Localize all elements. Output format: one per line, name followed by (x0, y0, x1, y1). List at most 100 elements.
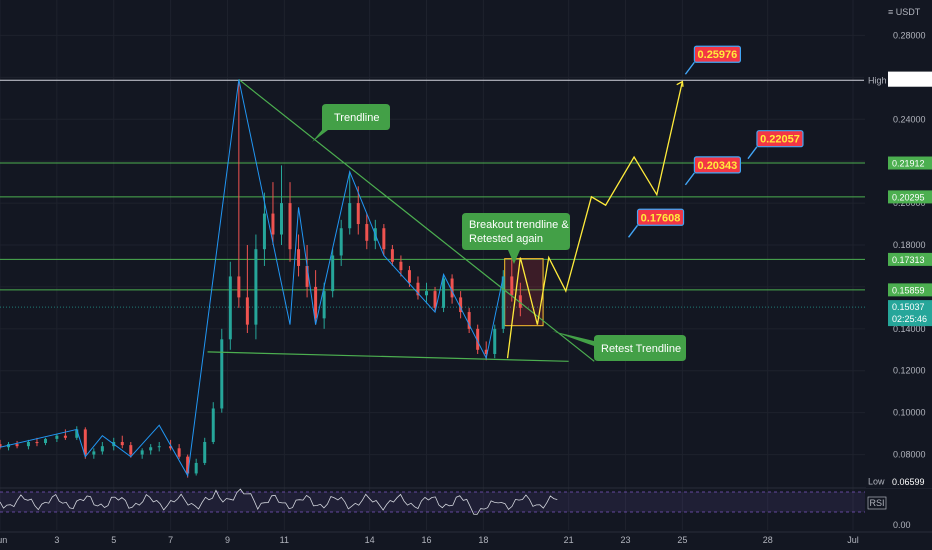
target-label: 0.17608 (641, 212, 681, 224)
candle-body (382, 228, 386, 250)
candle-body (518, 295, 522, 308)
candle-body (100, 446, 104, 452)
date-tick-label: 3 (54, 535, 59, 545)
target-pointer (627, 224, 639, 238)
candle-body (348, 203, 352, 229)
candle-body (120, 441, 124, 446)
candle-body (75, 429, 79, 438)
candle-body (476, 328, 480, 350)
candle-body (314, 286, 318, 319)
horizontal-levels (0, 79, 865, 308)
high-price-tag: 0.25863 (892, 76, 925, 86)
high-label: High (868, 76, 887, 86)
low-label-bg (866, 475, 888, 488)
price-tick-label: 0.28000 (893, 30, 926, 40)
date-tick-label: 25 (677, 535, 687, 545)
date-tick-label: Jun (0, 535, 7, 545)
candle-body (501, 276, 505, 329)
level-price-tag: 0.17313 (892, 255, 925, 265)
candle-body (416, 282, 420, 296)
candle-body (484, 349, 488, 354)
candle-body (35, 441, 39, 444)
candle-body (220, 339, 224, 409)
date-tick-label: 21 (564, 535, 574, 545)
candle-body (15, 444, 19, 447)
candle-body (433, 291, 437, 308)
date-tick-label: 11 (280, 535, 289, 545)
date-axis[interactable]: Jun 3 5 7 9 11 14 16 18 21 23 25 28 Jul (0, 531, 932, 545)
candle-body (305, 265, 309, 287)
level-price-tag-bg (888, 190, 932, 204)
candle-body (149, 447, 153, 451)
low-price-tag-bg (888, 475, 932, 488)
price-tick-label: 0.10000 (893, 408, 926, 418)
projection-arrowhead (676, 80, 684, 87)
retest-bubble (552, 331, 686, 361)
price-tick-label: 0.18000 (893, 240, 926, 250)
trendline-bubble (312, 104, 390, 142)
candle-body (203, 441, 207, 463)
candle-body (129, 445, 133, 455)
target-label: 0.22057 (760, 134, 800, 146)
candle-body (297, 249, 301, 266)
target-pointer (684, 61, 695, 75)
rsi-pane: RSI 0.00 (0, 487, 932, 530)
breakout-label-line1: Breakout trendline & (469, 219, 569, 231)
candle-body (288, 203, 292, 250)
target-pointer (684, 172, 695, 186)
projection-path (506, 81, 684, 359)
trendline-label: Trendline (334, 112, 379, 124)
current-price-tag: 0.15037 (892, 302, 925, 312)
candle-body (254, 249, 258, 325)
target-label: 0.25976 (698, 49, 738, 61)
candle-body (26, 441, 30, 447)
high-label-bg (864, 73, 888, 87)
candle-body (442, 278, 446, 308)
rsi-label: RSI (869, 498, 884, 508)
rsi-band (0, 492, 865, 512)
candle-body (262, 213, 266, 250)
candle-body (177, 448, 181, 457)
countdown-tag: 02:25:46 (892, 314, 927, 324)
candle-body (510, 276, 514, 296)
target-label: 0.20343 (698, 160, 738, 172)
rsi-label-box (867, 496, 887, 510)
currency-label: ≡ USDT (888, 7, 921, 17)
target-box (756, 130, 804, 148)
rsi-line (0, 488, 558, 515)
price-tick-label: 0.24000 (893, 114, 926, 124)
date-tick-label: 9 (225, 535, 230, 545)
date-tick-label: 18 (478, 535, 488, 545)
price-tick-label: 0.08000 (893, 450, 926, 460)
candle-body (140, 450, 144, 455)
support-trendline (207, 351, 569, 362)
candle-body (450, 278, 454, 298)
candle-body (228, 276, 232, 340)
level-price-tag: 0.21912 (892, 159, 925, 169)
date-tick-label: 14 (365, 535, 375, 545)
candle-body (331, 255, 335, 292)
candle-body (279, 203, 283, 235)
candle-body (493, 328, 497, 354)
low-price-tag: 0.06599 (892, 477, 925, 487)
candle-body (245, 297, 249, 325)
candle-body (339, 228, 343, 256)
candle-body (157, 446, 161, 448)
candle-body (322, 291, 326, 319)
date-tick-label: 23 (621, 535, 631, 545)
price-tick-label: 0.12000 (893, 366, 926, 376)
current-price-tag-bg (888, 300, 932, 327)
level-price-tag: 0.20295 (892, 192, 925, 202)
date-tick-label: 16 (421, 535, 431, 545)
date-tick-label: 28 (763, 535, 773, 545)
candle-body (356, 203, 360, 225)
candle-body (425, 291, 428, 296)
date-tick-label: 5 (111, 535, 116, 545)
level-price-tag-bg (888, 283, 932, 297)
level-price-tag-bg (888, 156, 932, 170)
level-price-tag-bg (888, 252, 932, 266)
candle-body (237, 276, 241, 298)
price-axis[interactable]: ≡ USDT0.280000.260000.240000.220000.2000… (864, 7, 932, 488)
